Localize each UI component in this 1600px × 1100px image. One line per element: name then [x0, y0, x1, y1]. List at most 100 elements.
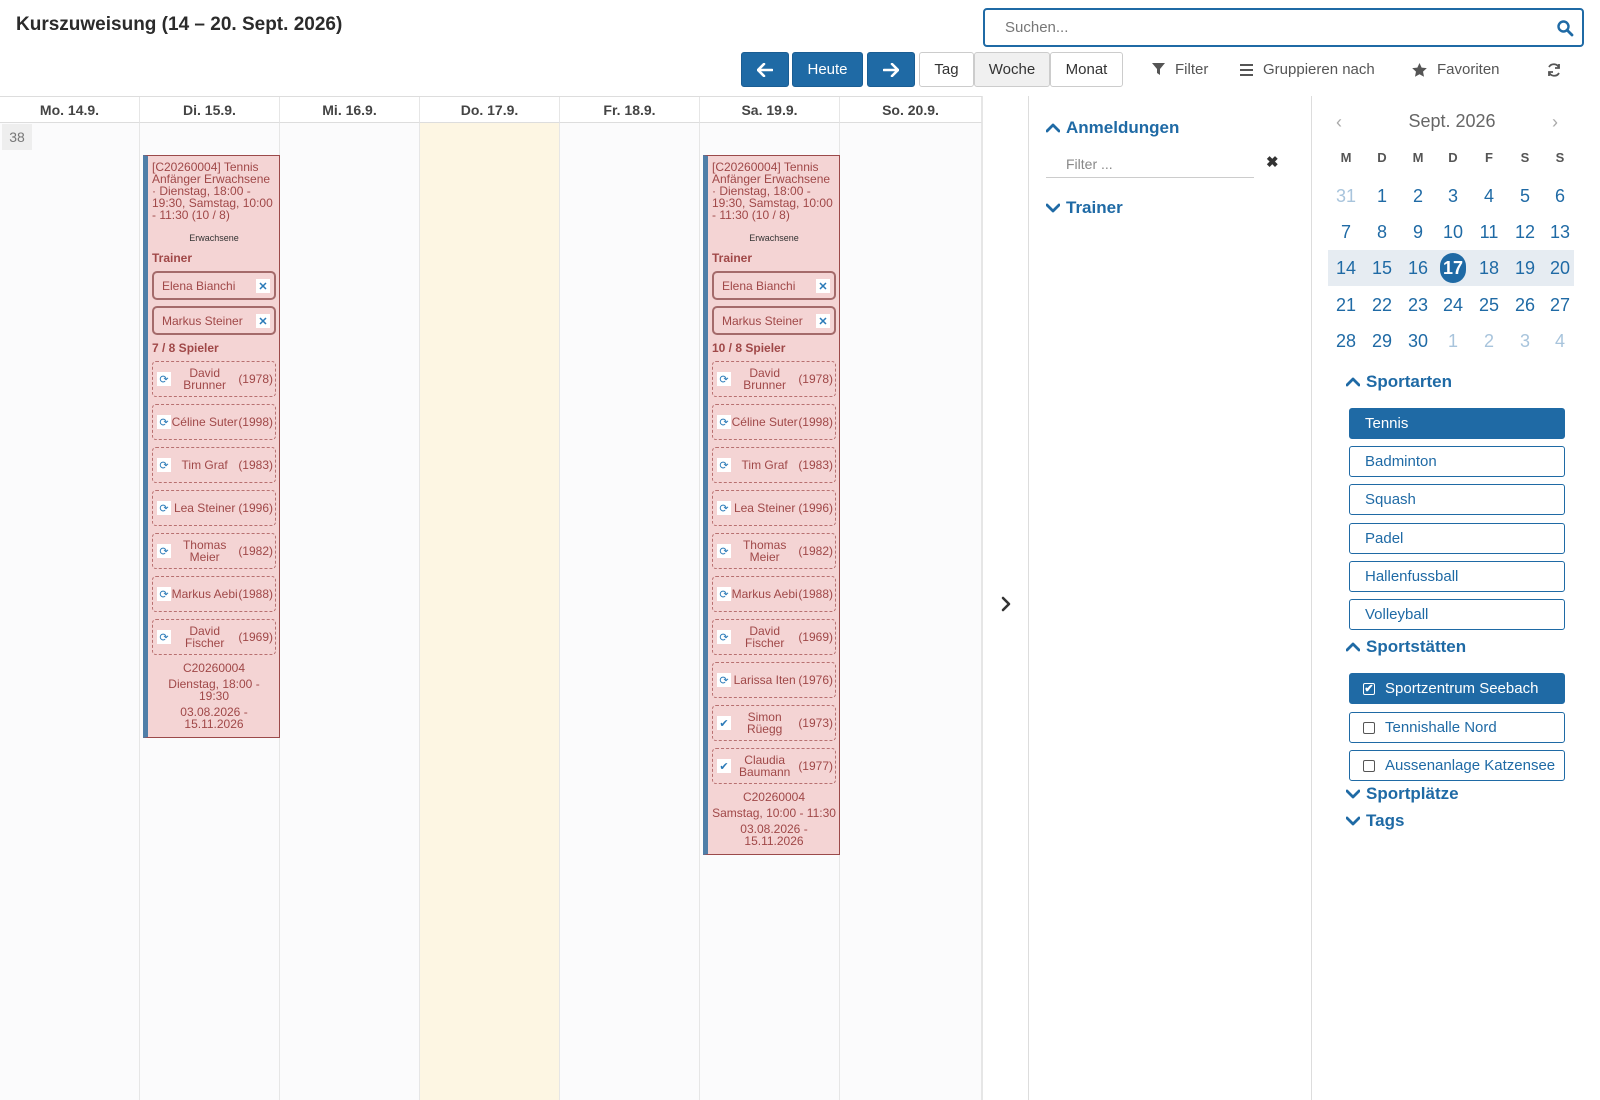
calendar-day[interactable]: 12: [1514, 222, 1536, 242]
player-chip[interactable]: ⟳ David Brunner (1978): [152, 361, 276, 397]
refresh-button[interactable]: [1547, 52, 1561, 87]
day-column-sun[interactable]: [840, 123, 982, 1100]
venue-toggle-tennishalle-nord[interactable]: Tennishalle Nord: [1349, 712, 1565, 743]
view-day-button[interactable]: Tag: [919, 52, 974, 87]
sync-icon[interactable]: ⟳: [717, 501, 731, 515]
player-chip[interactable]: ✔ Claudia Baumann (1977): [712, 748, 836, 784]
player-chip[interactable]: ⟳ David Fischer (1969): [152, 619, 276, 655]
trainer-chip[interactable]: Markus Steiner ✕: [712, 306, 836, 335]
sync-icon[interactable]: ⟳: [157, 415, 171, 429]
calendar-day[interactable]: 29: [1371, 331, 1393, 351]
calendar-day[interactable]: 24: [1442, 295, 1464, 315]
player-chip[interactable]: ⟳ Lea Steiner (1996): [712, 490, 836, 526]
sync-icon[interactable]: ⟳: [717, 673, 731, 687]
sync-icon[interactable]: ⟳: [717, 630, 731, 644]
next-button[interactable]: [867, 52, 915, 87]
player-chip[interactable]: ⟳ Tim Graf (1983): [152, 447, 276, 483]
prev-button[interactable]: [741, 52, 789, 87]
search-input[interactable]: [985, 10, 1582, 45]
calendar-day[interactable]: 10: [1442, 222, 1464, 242]
search-box[interactable]: [983, 8, 1584, 47]
day-column-wed[interactable]: [280, 123, 420, 1100]
remove-icon[interactable]: ✕: [816, 314, 830, 328]
remove-icon[interactable]: ✕: [816, 279, 830, 293]
sport-button-hallenfussball[interactable]: Hallenfussball: [1349, 561, 1565, 592]
calendar-day[interactable]: 7: [1340, 222, 1351, 242]
registrations-section-toggle[interactable]: Anmeldungen: [1046, 118, 1179, 138]
calendar-day[interactable]: 25: [1478, 295, 1500, 315]
search-icon[interactable]: [1556, 19, 1574, 37]
player-chip[interactable]: ⟳ Céline Suter (1998): [152, 404, 276, 440]
trainer-chip[interactable]: Markus Steiner ✕: [152, 306, 276, 335]
player-chip[interactable]: ⟳ Lea Steiner (1996): [152, 490, 276, 526]
calendar-day[interactable]: 26: [1514, 295, 1536, 315]
calendar-day[interactable]: 19: [1514, 258, 1536, 278]
sync-icon[interactable]: ⟳: [717, 372, 731, 386]
calendar-day[interactable]: 13: [1549, 222, 1571, 242]
calendar-day[interactable]: 16: [1407, 258, 1429, 278]
sync-icon[interactable]: ⟳: [717, 544, 731, 558]
view-week-button[interactable]: Woche: [974, 52, 1050, 87]
player-chip[interactable]: ⟳ Céline Suter (1998): [712, 404, 836, 440]
calendar-day[interactable]: 31: [1335, 186, 1357, 206]
calendar-day[interactable]: 1: [1447, 331, 1458, 351]
calendar-day[interactable]: 18: [1478, 258, 1500, 278]
sport-button-badminton[interactable]: Badminton: [1349, 446, 1565, 477]
calendar-day[interactable]: 2: [1483, 331, 1494, 351]
calendar-day[interactable]: 14: [1335, 258, 1357, 278]
calendar-day[interactable]: 21: [1335, 295, 1357, 315]
sync-icon[interactable]: ⟳: [157, 587, 171, 601]
calendar-day[interactable]: 4: [1554, 331, 1565, 351]
checkbox-icon[interactable]: [1363, 759, 1375, 772]
sync-icon[interactable]: ⟳: [717, 587, 731, 601]
calendar-day[interactable]: 22: [1371, 295, 1393, 315]
tags-section-toggle[interactable]: Tags: [1346, 811, 1404, 831]
calendar-day[interactable]: 27: [1549, 295, 1571, 315]
checkbox-icon[interactable]: [1363, 721, 1375, 734]
calendar-day[interactable]: 30: [1407, 331, 1429, 351]
chevron-right-icon[interactable]: [999, 596, 1013, 612]
day-column-fri[interactable]: [560, 123, 700, 1100]
calendar-day[interactable]: 3: [1447, 186, 1458, 206]
sync-icon[interactable]: ⟳: [157, 544, 171, 558]
calendar-day[interactable]: 4: [1483, 186, 1494, 206]
calendar-day[interactable]: 28: [1335, 331, 1357, 351]
calendar-day[interactable]: 20: [1549, 258, 1571, 278]
player-chip[interactable]: ⟳ Markus Aebi (1988): [152, 576, 276, 612]
calendar-day[interactable]: 17: [1435, 250, 1471, 286]
sport-button-volleyball[interactable]: Volleyball: [1349, 599, 1565, 630]
sport-button-padel[interactable]: Padel: [1349, 523, 1565, 554]
player-chip[interactable]: ⟳ David Brunner (1978): [712, 361, 836, 397]
player-chip[interactable]: ⟳ David Fischer (1969): [712, 619, 836, 655]
sync-icon[interactable]: ⟳: [157, 630, 171, 644]
sport-button-tennis[interactable]: Tennis: [1349, 408, 1565, 439]
calendar-day[interactable]: 23: [1407, 295, 1429, 315]
view-month-button[interactable]: Monat: [1050, 52, 1123, 87]
player-chip[interactable]: ⟳ Thomas Meier (1982): [712, 533, 836, 569]
calendar-day[interactable]: 3: [1519, 331, 1530, 351]
sync-icon[interactable]: ⟳: [157, 501, 171, 515]
check-icon[interactable]: ✔: [717, 716, 731, 730]
sports-section-toggle[interactable]: Sportarten: [1346, 372, 1452, 392]
player-chip[interactable]: ⟳ Tim Graf (1983): [712, 447, 836, 483]
player-chip[interactable]: ✔ Simon Rüegg (1973): [712, 705, 836, 741]
chevron-left-icon[interactable]: ‹: [1336, 112, 1342, 132]
venues-section-toggle[interactable]: Sportstätten: [1346, 637, 1466, 657]
sync-icon[interactable]: ⟳: [157, 372, 171, 386]
calendar-day[interactable]: 11: [1479, 222, 1499, 242]
day-column-mon[interactable]: [0, 123, 140, 1100]
player-chip[interactable]: ⟳ Markus Aebi (1988): [712, 576, 836, 612]
calendar-day[interactable]: 5: [1519, 186, 1530, 206]
check-icon[interactable]: ✔: [717, 759, 731, 773]
venue-toggle-seebach[interactable]: ✔ Sportzentrum Seebach: [1349, 673, 1565, 704]
trainer-chip[interactable]: Elena Bianchi ✕: [152, 271, 276, 300]
calendar-day[interactable]: 1: [1376, 186, 1387, 206]
player-chip[interactable]: ⟳ Larissa Iten (1976): [712, 662, 836, 698]
course-event[interactable]: [C20260004] Tennis Anfänger Erwachsene ·…: [703, 155, 840, 855]
registrations-filter-input[interactable]: [1046, 150, 1254, 178]
sport-button-squash[interactable]: Squash: [1349, 484, 1565, 515]
chevron-right-icon[interactable]: ›: [1552, 112, 1558, 132]
trainer-section-toggle[interactable]: Trainer: [1046, 198, 1123, 218]
calendar-day[interactable]: 15: [1371, 258, 1393, 278]
remove-icon[interactable]: ✕: [256, 314, 270, 328]
